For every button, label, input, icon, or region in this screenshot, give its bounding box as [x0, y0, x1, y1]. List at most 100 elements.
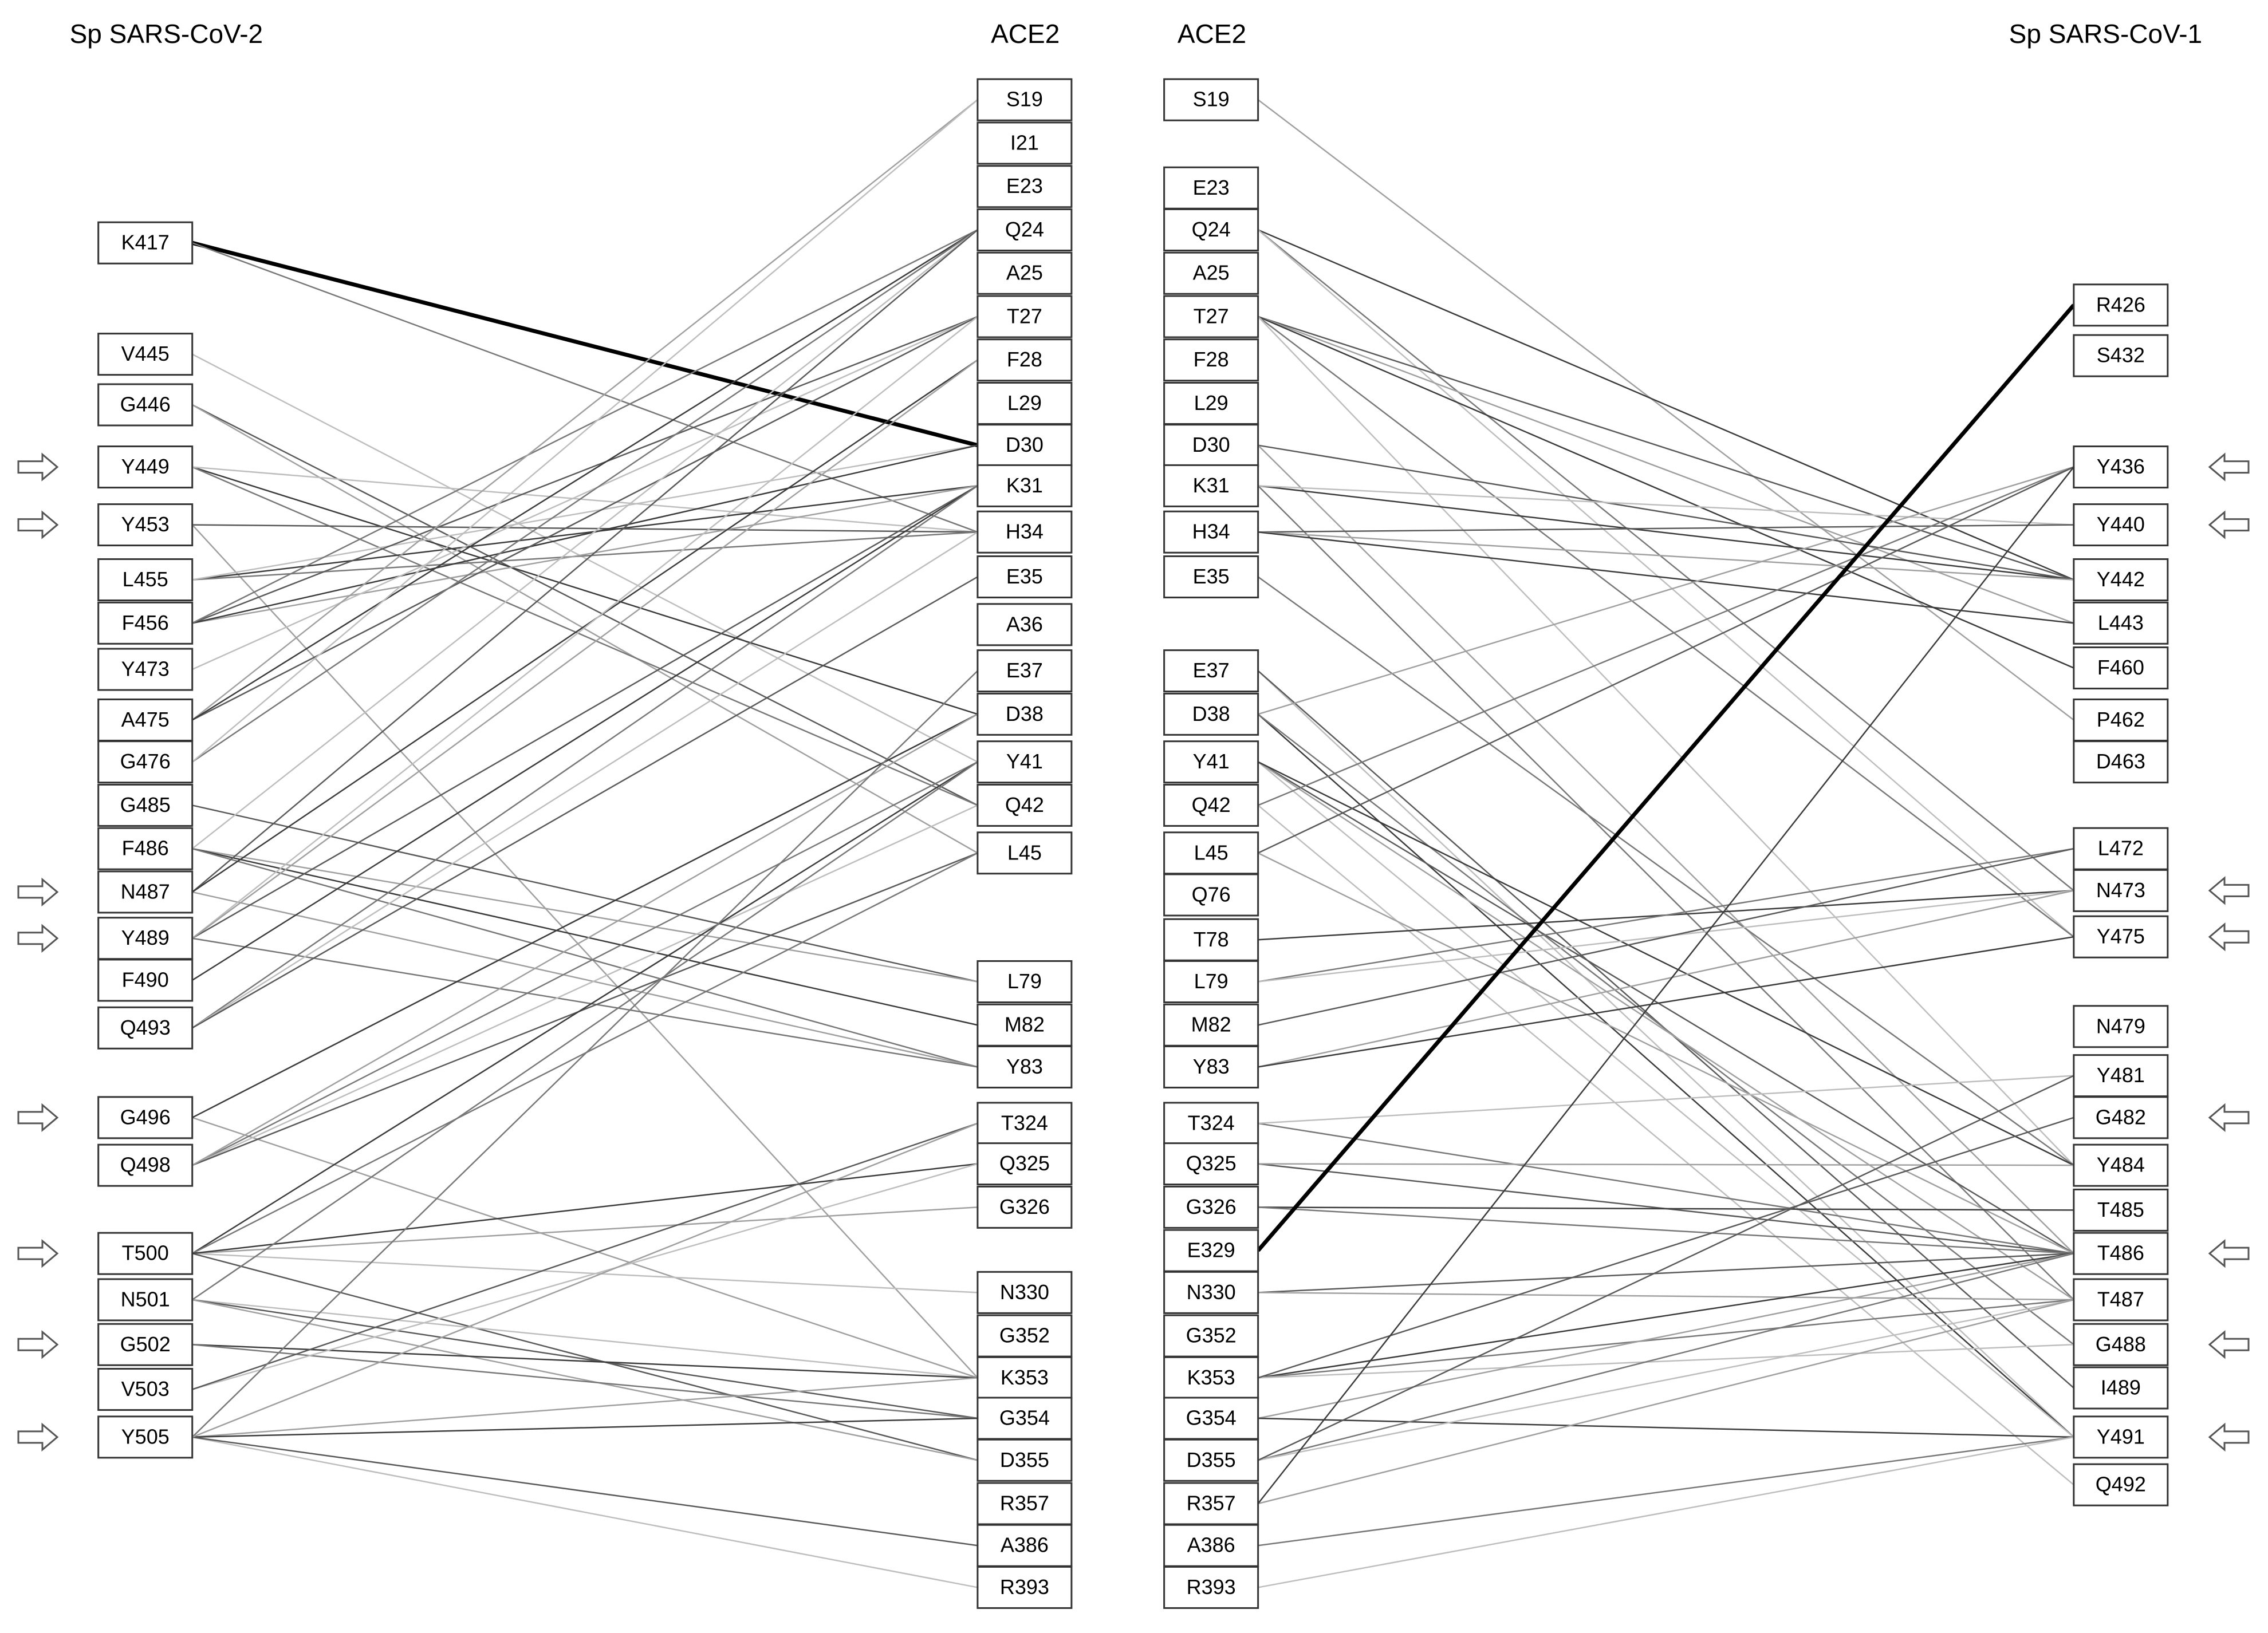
link	[192, 713, 978, 1166]
link	[192, 315, 978, 624]
residue-label: K31	[1006, 474, 1043, 497]
residue-label: N330	[1187, 1280, 1236, 1304]
residue-node: K353	[976, 1356, 1073, 1399]
link	[1258, 1163, 2074, 1166]
residue-label: L79	[1007, 969, 1042, 993]
link	[192, 1299, 978, 1419]
arrow-marker	[2208, 510, 2250, 539]
residue-label: T487	[2097, 1287, 2144, 1311]
residue-box	[976, 1271, 1073, 1314]
residue-label: Y41	[1006, 750, 1043, 773]
residue-box	[1163, 1565, 1259, 1609]
residue-label: Q325	[1186, 1151, 1237, 1175]
residue-box	[976, 1482, 1073, 1525]
residue-box	[1163, 424, 1259, 467]
residue-label: Q42	[1192, 793, 1231, 817]
residue-box	[1163, 464, 1259, 507]
residue-box	[976, 1565, 1073, 1609]
residue-node: Q24	[1163, 208, 1259, 251]
nodes: K417 V445 G446 Y449 Y453 L455 F456 Y473 A475 G476…	[17, 78, 2250, 1609]
link	[191, 359, 978, 939]
column-title: ACE2	[991, 19, 1060, 49]
residue-node: Y436	[2073, 445, 2250, 489]
residue-node: Y484	[2073, 1143, 2169, 1187]
link	[191, 761, 978, 1301]
residue-box	[976, 555, 1073, 598]
residue-node: S19	[976, 78, 1073, 121]
residue-label: A475	[121, 708, 170, 731]
arrow-marker	[17, 1238, 59, 1268]
residue-box	[1163, 555, 1259, 598]
residue-label: Y453	[121, 512, 170, 536]
residue-node: T324	[976, 1102, 1073, 1145]
residue-label: Q492	[2096, 1473, 2146, 1496]
residue-label: P462	[2097, 708, 2145, 731]
residue-node: K31	[976, 464, 1073, 507]
residue-node: L472	[2073, 827, 2169, 870]
residue-box	[976, 1524, 1073, 1567]
residue-node: Y41	[976, 740, 1073, 784]
residue-box	[976, 603, 1073, 646]
link	[1258, 1252, 2074, 1293]
residue-node: Q492	[2073, 1463, 2169, 1506]
residue-label: Q325	[999, 1151, 1050, 1175]
residue-node: Q498	[97, 1143, 194, 1187]
link	[1258, 485, 2074, 581]
residue-label: F490	[122, 968, 169, 991]
residue-label: Q493	[120, 1016, 171, 1039]
residue-node: G485	[97, 783, 194, 827]
residue-box	[976, 1314, 1073, 1358]
link	[1258, 1206, 2074, 1255]
residue-node: G502	[17, 1323, 194, 1366]
link	[192, 485, 978, 981]
residue-label: Q24	[1005, 218, 1044, 241]
residue-node: Y481	[2073, 1054, 2169, 1098]
residue-label: A25	[1193, 261, 1230, 285]
residue-node: D463	[2073, 740, 2169, 784]
residue-box	[1163, 208, 1259, 251]
residue-node: H34	[1163, 510, 1259, 554]
residue-label: E37	[1006, 658, 1043, 682]
residue-node: G326	[1163, 1185, 1259, 1229]
residue-node: A36	[976, 603, 1073, 646]
link	[192, 1122, 978, 1390]
residue-box	[2073, 740, 2169, 784]
residue-node: D30	[1163, 424, 1259, 467]
link	[192, 466, 978, 806]
residue-node: Y83	[976, 1045, 1073, 1088]
residue-node: G482	[2073, 1096, 2250, 1139]
residue-node: G354	[976, 1397, 1073, 1440]
link	[192, 1117, 978, 1379]
residue-node: K31	[1163, 464, 1259, 507]
residue-label: D38	[1006, 702, 1044, 725]
link	[192, 804, 978, 983]
residue-label: A386	[1001, 1533, 1049, 1557]
residue-node: A25	[976, 251, 1073, 295]
link	[1258, 1299, 2074, 1379]
residue-box	[97, 1096, 194, 1139]
residue-label: E23	[1006, 174, 1043, 198]
arrow-marker	[2208, 922, 2250, 952]
residue-node: F460	[2073, 646, 2169, 690]
residue-node: T500	[17, 1232, 194, 1275]
link	[192, 1122, 978, 1438]
residue-node: F28	[1163, 338, 1259, 382]
residue-node: K353	[1163, 1356, 1259, 1399]
residue-label: F28	[1007, 348, 1042, 371]
residue-label: Y475	[2097, 925, 2145, 948]
residue-box	[976, 1438, 1073, 1482]
residue-node: G352	[1163, 1314, 1259, 1358]
residue-label: T324	[1188, 1111, 1235, 1134]
residue-box	[97, 1143, 194, 1187]
residue-label: N487	[121, 879, 170, 903]
link	[1258, 1206, 2074, 1211]
residue-box	[1163, 1003, 1259, 1047]
residue-node: Y491	[2073, 1415, 2250, 1459]
residue-node: G446	[97, 383, 194, 427]
link	[192, 1206, 978, 1255]
residue-label: Y505	[121, 1425, 170, 1448]
link	[1257, 713, 2074, 1438]
residue-node: Q325	[976, 1142, 1073, 1186]
link	[192, 1299, 978, 1379]
residue-box	[1163, 510, 1259, 554]
